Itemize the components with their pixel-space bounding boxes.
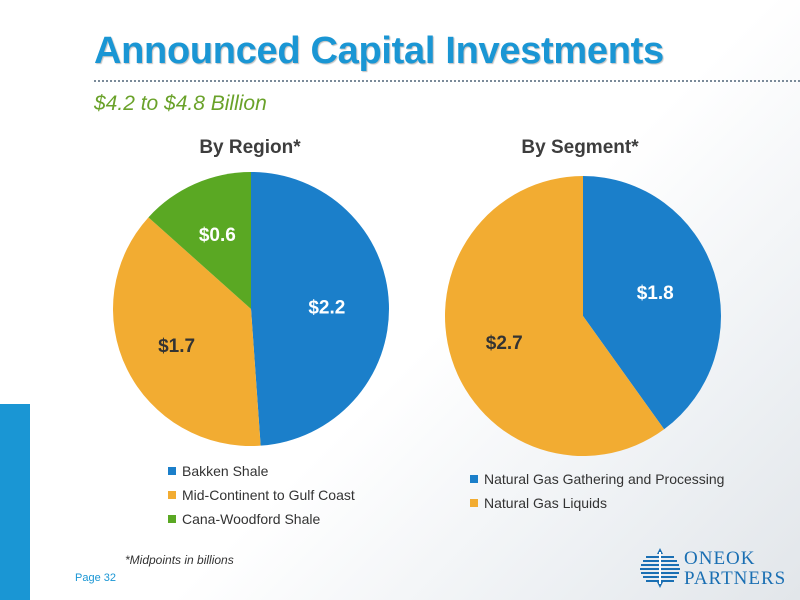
region-slice-label-0: $2.2 — [308, 297, 345, 318]
legend-swatch — [168, 515, 176, 523]
legend-label: Mid-Continent to Gulf Coast — [182, 487, 355, 503]
title-divider — [94, 80, 800, 82]
logo-text-partners: PARTNERS — [684, 568, 787, 589]
region-chart-title: By Region* — [199, 137, 301, 158]
segment-slice-1 — [445, 176, 665, 456]
legend-swatch — [168, 467, 176, 475]
segment-legend: Natural Gas Gathering and Processing Nat… — [470, 467, 724, 515]
oneok-logo-icon — [640, 548, 680, 588]
legend-label: Natural Gas Liquids — [484, 495, 607, 511]
legend-label: Bakken Shale — [182, 463, 269, 479]
legend-swatch — [470, 475, 478, 483]
segment-slice-label-1: $2.7 — [486, 333, 523, 354]
legend-swatch — [168, 491, 176, 499]
left-accent-bar — [0, 404, 30, 600]
slide-title: Announced Capital Investments — [94, 30, 664, 72]
legend-item: Cana-Woodford Shale — [168, 507, 355, 531]
legend-item: Bakken Shale — [168, 459, 355, 483]
region-legend: Bakken Shale Mid-Continent to Gulf Coast… — [168, 459, 355, 531]
segment-slice-label-0: $1.8 — [637, 283, 674, 304]
logo-text-oneok: ONEOK — [684, 548, 756, 569]
region-slice-label-1: $1.7 — [158, 336, 195, 357]
region-slice-1 — [113, 217, 261, 446]
legend-swatch — [470, 499, 478, 507]
legend-item: Natural Gas Liquids — [470, 491, 724, 515]
legend-label: Natural Gas Gathering and Processing — [484, 471, 725, 487]
legend-item: Natural Gas Gathering and Processing — [470, 467, 724, 491]
company-logo: ONEOK PARTNERS — [640, 546, 790, 590]
region-slice-0 — [251, 172, 389, 446]
segment-chart-title: By Segment* — [521, 137, 639, 158]
slide-subtitle: $4.2 to $4.8 Billion — [94, 92, 267, 115]
footnote: *Midpoints in billions — [125, 553, 234, 567]
region-slice-label-2: $0.6 — [199, 225, 236, 246]
page-number: Page 32 — [75, 572, 116, 584]
legend-label: Cana-Woodford Shale — [182, 511, 321, 527]
legend-item: Mid-Continent to Gulf Coast — [168, 483, 355, 507]
segment-slice-0 — [583, 176, 722, 430]
region-slice-2 — [148, 172, 251, 309]
